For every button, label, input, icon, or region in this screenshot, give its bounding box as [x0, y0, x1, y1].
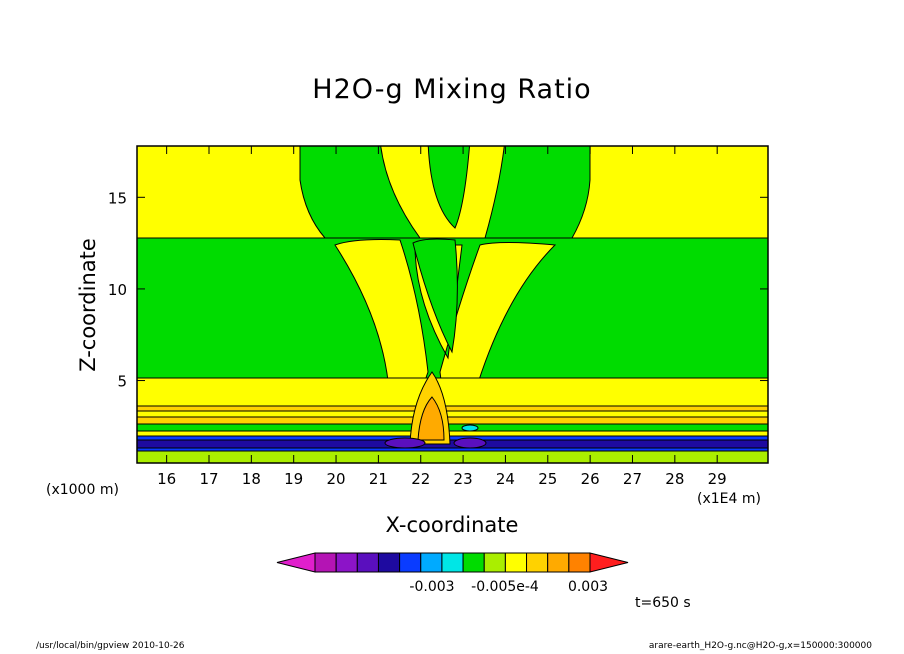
colorbar: -0.003 -0.005e-4 0.003	[276, 552, 629, 595]
x-axis-label: X-coordinate	[385, 513, 519, 537]
x-tick-label: 22	[411, 470, 430, 488]
x-tick-label: 26	[581, 470, 600, 488]
y-axis-unit: (x1000 m)	[46, 482, 119, 498]
footer-command: /usr/local/bin/gpview 2010-10-26	[36, 641, 185, 651]
cell-left	[384, 437, 426, 449]
lobe-upper-left	[299, 146, 421, 239]
band-yellow-low	[137, 377, 768, 407]
x-tick-label: 25	[538, 470, 557, 488]
y-tick-label: 5	[117, 373, 127, 391]
x-tick-label: 18	[242, 470, 261, 488]
x-tick-label: 23	[454, 470, 473, 488]
band-navy	[137, 439, 768, 449]
x-tick-label: 17	[199, 470, 218, 488]
colorbar-arrow-high	[589, 552, 629, 573]
x-ticks: 16 17 18 19 20 21 22 23 24 25 26 27 28 29	[157, 146, 727, 488]
x-tick-label: 19	[284, 470, 303, 488]
colorbar-swatch	[568, 552, 591, 573]
y-tick-label: 10	[108, 281, 127, 299]
x-tick-label: 24	[496, 470, 515, 488]
band-yellow-2	[137, 410, 768, 418]
colorbar-label: -0.005e-4	[471, 579, 539, 595]
colorbar-swatch	[441, 552, 464, 573]
colorbar-swatch	[483, 552, 506, 573]
band-amber-2	[137, 416, 768, 425]
x-tick-label: 16	[157, 470, 176, 488]
colorbar-swatch	[335, 552, 358, 573]
v-green-center	[412, 238, 458, 354]
band-green-low	[137, 423, 768, 432]
colorbar-swatch	[462, 552, 485, 573]
colorbar-swatch	[526, 552, 549, 573]
x-tick-label: 29	[708, 470, 727, 488]
band-amber-1	[137, 405, 768, 412]
band-blue-1	[137, 435, 768, 441]
colorbar-label: -0.003	[409, 579, 454, 595]
plume-core	[417, 396, 445, 441]
chart-title: H2O-g Mixing Ratio	[312, 74, 592, 105]
colorbar-swatch	[504, 552, 528, 573]
cell-right	[453, 437, 487, 449]
colorbar-label: 0.003	[568, 579, 608, 595]
x-axis-unit: (x1E4 m)	[697, 491, 761, 507]
time-label: t=650 s	[635, 595, 691, 611]
band-green-bottom	[137, 450, 768, 463]
x-tick-label: 28	[665, 470, 684, 488]
y-axis-label: Z-coordinate	[76, 238, 100, 372]
lobe-upper-center	[427, 146, 471, 229]
x-tick-label: 20	[326, 470, 345, 488]
colorbar-swatch	[377, 552, 401, 573]
colorbar-swatch	[314, 552, 337, 573]
lobe-upper-right	[484, 146, 591, 239]
colorbar-arrow-low	[276, 552, 316, 573]
colorbar-swatch	[547, 552, 570, 573]
cell-cyan	[461, 424, 479, 432]
y-tick-label: 15	[108, 189, 127, 207]
y-ticks: 5 10 15	[108, 189, 768, 391]
colorbar-swatch	[420, 552, 443, 573]
colorbar-swatch	[356, 552, 379, 573]
x-tick-label: 27	[623, 470, 642, 488]
x-tick-label: 21	[369, 470, 388, 488]
plot-frame	[136, 145, 769, 464]
colorbar-swatch	[399, 552, 422, 573]
footer-source: arare-earth_H2O-g.nc@H2O-g,x=150000:3000…	[648, 641, 872, 651]
band-yellow-3	[137, 430, 768, 437]
